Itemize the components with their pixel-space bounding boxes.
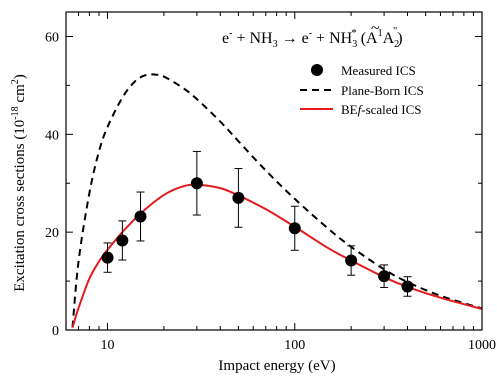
legend-item-bef-scaled: BEf-scaled ICS [300,102,422,117]
data-point [401,280,414,293]
series-line-plane-born [71,73,483,328]
svg-text:Measured ICS: Measured ICS [341,63,416,78]
reaction-title: e- + NH3 → e- + NH3* (A1A2") ~ [222,20,403,50]
svg-text:BEf-scaled ICS: BEf-scaled ICS [341,102,422,117]
y-axis-label: Excitation cross sections (10-18 cm2) [10,74,28,291]
legend-item-measured: Measured ICS [311,63,416,78]
plot-area [71,73,483,328]
y-tick-label: 0 [52,324,59,339]
axis-ticks [65,12,483,331]
y-tick-label: 60 [45,30,59,45]
plot-frame [65,11,483,331]
x-tick-labels: 10 100 1000 [101,338,496,353]
x-tick-label: 1000 [468,338,496,353]
x-tick-label: 10 [101,338,115,353]
legend-marker-measured [311,64,323,76]
y-tick-label: 20 [45,226,59,241]
data-point [134,210,147,223]
legend-item-plane-born: Plane-Born ICS [300,83,424,98]
data-point [101,251,114,264]
data-point [378,270,391,283]
svg-text:e- + NH3 → e- + NH3* (A1A2"): e- + NH3 → e- + NH3* (A1A2") [222,26,403,50]
legend: Measured ICS Plane-Born ICS BEf-scaled I… [300,63,424,117]
y-tick-label: 40 [45,128,59,143]
data-point [345,254,358,267]
series-line-bef-scaled [71,183,483,328]
tilde-mark: ~ [371,20,380,37]
data-point [190,177,203,190]
series-points-measured [101,150,414,297]
x-tick-label: 100 [284,338,305,353]
data-point [288,222,301,235]
x-axis-label: Impact energy (eV) [218,358,335,374]
y-tick-labels: 0 20 40 60 [45,30,59,339]
svg-text:Plane-Born ICS: Plane-Born ICS [341,83,424,98]
data-point [116,234,129,247]
data-point [232,191,245,204]
